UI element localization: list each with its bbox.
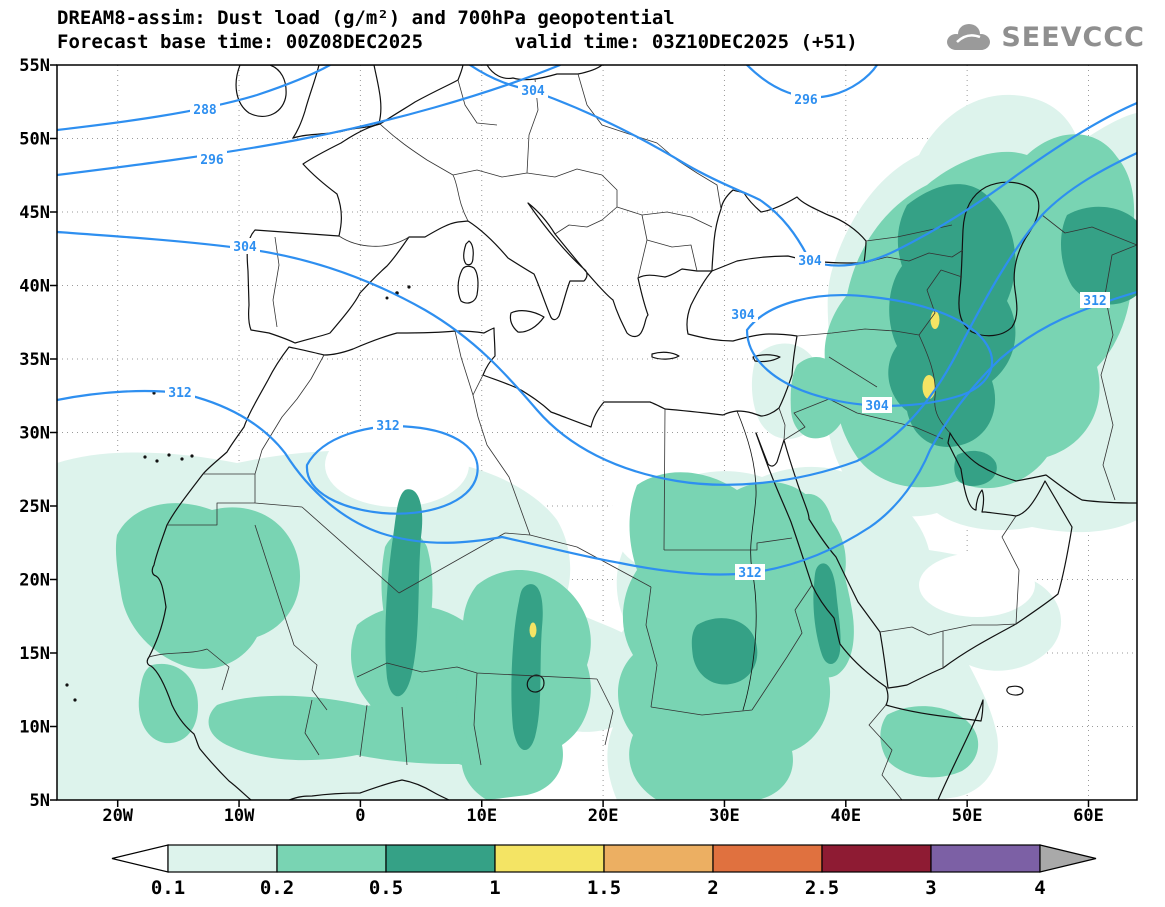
contour-label: 312 <box>165 384 195 401</box>
colorbar-tick-label: 0.2 <box>260 877 294 899</box>
contour-label-value: 312 <box>1083 294 1106 309</box>
contour-label-value: 304 <box>798 254 822 269</box>
colorbar-segment <box>603 844 714 873</box>
colorbar-tick-label: 1 <box>489 877 500 899</box>
contour-label-box <box>728 306 758 322</box>
contour-label-value: 304 <box>233 240 257 255</box>
lat-label: 50N <box>19 130 50 150</box>
lat-label: 35N <box>19 350 50 370</box>
contour-label: 296 <box>791 91 821 108</box>
colorbar-segment <box>494 844 605 873</box>
lat-label: 30N <box>19 424 50 444</box>
contour-label: 304 <box>795 252 825 269</box>
colorbar-legend: 0.1 0.2 0.5 1 1.5 2 2.5 3 4 <box>111 844 1097 899</box>
geopotential-contours-layer <box>57 65 1137 576</box>
colorbar-arrow-right <box>1039 844 1097 873</box>
lat-label: 25N <box>19 497 50 517</box>
lat-label: 45N <box>19 203 50 223</box>
lon-label: 40E <box>830 806 861 826</box>
contour-label-value: 288 <box>193 103 217 118</box>
contour-label: 312 <box>373 417 403 434</box>
lon-label: 10E <box>466 806 497 826</box>
chart-title: DREAM8-assim: Dust load (g/m²) and 700hP… <box>57 7 675 29</box>
lat-label: 10N <box>19 718 50 738</box>
contour-label-box <box>735 564 765 580</box>
contour-312-closed <box>305 425 479 515</box>
contour-label: 304 <box>518 82 548 99</box>
contour-label: 288 <box>190 101 220 118</box>
contour-label: 312 <box>1080 292 1110 309</box>
contour-304-closed-low <box>745 294 993 407</box>
colorbar-tick-label: 0.1 <box>151 877 185 899</box>
dust-shading-layer <box>57 94 1137 800</box>
small-islands <box>65 285 411 702</box>
lon-label: 0 <box>355 806 365 826</box>
longitude-axis: 20W 10W 0 10E 20E 30E 40E 50E 60E <box>102 806 1104 826</box>
colorbar-segment <box>385 844 496 873</box>
colorbar-tick-label: 0.5 <box>369 877 403 899</box>
contour-label-box <box>373 417 403 433</box>
colorbar-tick-label: 4 <box>1034 877 1045 899</box>
lon-label: 30E <box>709 806 740 826</box>
contour-label-box <box>795 252 825 268</box>
contour-label-value: 312 <box>376 419 399 434</box>
contour-label-box <box>230 238 260 254</box>
contour-304-south <box>57 151 1137 486</box>
colorbar-arrow-left <box>111 844 169 873</box>
contour-label-value: 312 <box>168 386 191 401</box>
colorbar-segment <box>821 844 932 873</box>
colorbar-segment <box>712 844 823 873</box>
contour-label: 304 <box>230 238 260 255</box>
axis-ticks <box>50 64 1090 807</box>
lon-label: 60E <box>1073 806 1104 826</box>
contour-label: 296 <box>197 151 227 168</box>
chart-subtitle: Forecast base time: 00Z08DEC2025 valid t… <box>57 31 858 53</box>
contour-label-box <box>791 91 821 107</box>
contour-label-value: 304 <box>731 308 755 323</box>
contour-label-value: 296 <box>794 93 818 108</box>
latitude-axis: 55N 50N 45N 40N 35N 30N 25N 20N 15N 10N 5N <box>19 56 50 811</box>
contour-label-box <box>1080 292 1110 308</box>
lat-label: 40N <box>19 277 50 297</box>
contour-312-long <box>57 290 1137 576</box>
contour-label-box <box>518 82 548 98</box>
contour-label-box <box>165 384 195 400</box>
colorbar-tick-label: 1.5 <box>587 877 621 899</box>
contour-label-box <box>862 397 892 413</box>
lat-label: 5N <box>30 791 50 811</box>
contour-label-box <box>190 101 220 117</box>
seevccc-logo: SEEVCCC <box>942 20 1145 54</box>
lat-label: 15N <box>19 644 50 664</box>
contour-label-value: 312 <box>738 566 761 581</box>
colorbar-tick-label: 2.5 <box>805 877 839 899</box>
contour-label-value: 296 <box>200 153 224 168</box>
contour-304-north <box>468 65 1137 267</box>
contour-label-box <box>197 151 227 167</box>
contour-288 <box>57 65 332 132</box>
colorbar-segment <box>930 844 1041 873</box>
colorbar-tick-label: 2 <box>707 877 718 899</box>
contour-label: 312 <box>735 564 765 581</box>
colorbar-segment <box>276 844 387 873</box>
contour-labels-layer: 288 296 296 304 304 304 304 304 312 312 312 312 <box>165 82 1110 581</box>
lat-label: 20N <box>19 571 50 591</box>
colorbar-segment <box>167 844 278 873</box>
contour-label: 304 <box>862 397 892 414</box>
contour-label-value: 304 <box>521 84 545 99</box>
colorbar-tick-label: 3 <box>925 877 936 899</box>
cloud-icon <box>947 24 991 50</box>
contour-label-value: 304 <box>865 399 889 414</box>
lat-label: 55N <box>19 56 50 76</box>
lon-label: 20E <box>588 806 619 826</box>
contour-296-east <box>745 65 879 99</box>
lon-label: 10W <box>224 806 255 826</box>
lon-label: 20W <box>102 806 133 826</box>
lon-label: 50E <box>952 806 983 826</box>
contour-296-west <box>57 65 562 177</box>
map-area <box>57 65 1137 800</box>
logo-text: SEEVCCC <box>1001 21 1145 53</box>
contour-label: 304 <box>728 306 758 323</box>
